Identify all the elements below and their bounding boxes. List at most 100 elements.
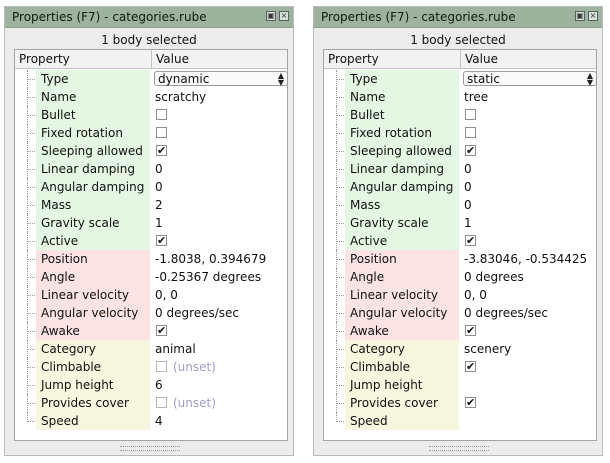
property-value[interactable]: 2 xyxy=(151,196,287,214)
property-row-linear-damping[interactable]: Linear damping 0 xyxy=(324,160,596,178)
property-row-linear-damping[interactable]: Linear damping 0 xyxy=(15,160,287,178)
property-value[interactable]: 0 xyxy=(151,178,287,196)
property-row-fixed-rotation[interactable]: Fixed rotation xyxy=(324,124,596,142)
property-row-bullet[interactable]: Bullet xyxy=(15,106,287,124)
property-row-angular-damping[interactable]: Angular damping 0 xyxy=(324,178,596,196)
property-row-provides-cover[interactable]: Provides cover (unset) xyxy=(15,394,287,412)
active-checkbox[interactable]: ✔ xyxy=(465,235,476,246)
bullet-checkbox[interactable] xyxy=(465,109,476,120)
column-divider[interactable] xyxy=(151,50,152,68)
property-value[interactable]: scenery xyxy=(460,340,596,358)
sleeping-allowed-checkbox[interactable]: ✔ xyxy=(465,145,476,156)
climbable-checkbox[interactable] xyxy=(156,361,167,372)
column-header-property[interactable]: Property xyxy=(19,52,70,66)
panel-titlebar[interactable]: Properties (F7) - categories.rube ▣ × xyxy=(5,7,293,28)
property-row-type[interactable]: Type static ▲ ▼ xyxy=(324,70,597,88)
property-value[interactable]: 0, 0 xyxy=(151,286,287,304)
type-select[interactable]: dynamic ▲ ▼ xyxy=(154,71,288,87)
property-value[interactable] xyxy=(460,412,596,430)
property-row-gravity-scale[interactable]: Gravity scale 1 xyxy=(15,214,287,232)
property-value[interactable]: tree xyxy=(460,88,596,106)
property-value[interactable]: -1.8038, 0.394679 xyxy=(151,250,287,268)
property-value[interactable]: (unset) xyxy=(151,358,287,376)
property-value[interactable]: ✔ xyxy=(460,358,596,376)
property-value[interactable]: 6 xyxy=(151,376,287,394)
close-panel-icon[interactable]: × xyxy=(279,11,289,21)
active-checkbox[interactable]: ✔ xyxy=(156,235,167,246)
property-row-position[interactable]: Position -1.8038, 0.394679 xyxy=(15,250,287,268)
property-row-bullet[interactable]: Bullet xyxy=(324,106,596,124)
property-row-angular-velocity[interactable]: Angular velocity 0 degrees/sec xyxy=(15,304,287,322)
property-value[interactable]: 0 degrees/sec xyxy=(151,304,287,322)
property-row-active[interactable]: Active ✔ xyxy=(15,232,287,250)
close-panel-icon[interactable]: × xyxy=(588,11,598,21)
property-value[interactable]: (unset) xyxy=(151,394,287,412)
property-value[interactable] xyxy=(460,106,596,124)
property-row-angle[interactable]: Angle -0.25367 degrees xyxy=(15,268,287,286)
float-panel-icon[interactable]: ▣ xyxy=(266,11,276,21)
column-divider[interactable] xyxy=(460,50,461,68)
property-value[interactable]: 1 xyxy=(460,214,596,232)
property-row-speed[interactable]: Speed xyxy=(324,412,596,430)
property-value[interactable]: 0 xyxy=(151,160,287,178)
property-value[interactable]: dynamic ▲ ▼ xyxy=(151,70,288,88)
property-value[interactable]: ✔ xyxy=(460,142,596,160)
fixed-rotation-checkbox[interactable] xyxy=(156,127,167,138)
resize-grip[interactable] xyxy=(120,446,180,451)
property-value[interactable] xyxy=(460,376,596,394)
sleeping-allowed-checkbox[interactable]: ✔ xyxy=(156,145,167,156)
property-value[interactable]: -3.83046, -0.534425 xyxy=(460,250,596,268)
column-header-property[interactable]: Property xyxy=(328,52,379,66)
property-row-category[interactable]: Category scenery xyxy=(324,340,596,358)
bullet-checkbox[interactable] xyxy=(156,109,167,120)
column-header-value[interactable]: Value xyxy=(156,52,189,66)
float-panel-icon[interactable]: ▣ xyxy=(575,11,585,21)
property-value[interactable]: scratchy xyxy=(151,88,287,106)
property-row-awake[interactable]: Awake ✔ xyxy=(15,322,287,340)
column-header-value[interactable]: Value xyxy=(465,52,498,66)
property-value[interactable]: 1 xyxy=(151,214,287,232)
property-row-awake[interactable]: Awake ✔ xyxy=(324,322,596,340)
property-row-angular-damping[interactable]: Angular damping 0 xyxy=(15,178,287,196)
property-row-fixed-rotation[interactable]: Fixed rotation xyxy=(15,124,287,142)
property-value[interactable]: 0 xyxy=(460,160,596,178)
property-value[interactable] xyxy=(151,106,287,124)
provides-cover-checkbox[interactable] xyxy=(156,397,167,408)
property-value[interactable]: animal xyxy=(151,340,287,358)
property-row-position[interactable]: Position -3.83046, -0.534425 xyxy=(324,250,596,268)
property-row-jump-height[interactable]: Jump height xyxy=(324,376,596,394)
property-value[interactable] xyxy=(460,124,596,142)
panel-titlebar[interactable]: Properties (F7) - categories.rube ▣ × xyxy=(314,7,602,28)
fixed-rotation-checkbox[interactable] xyxy=(465,127,476,138)
property-row-sleeping-allowed[interactable]: Sleeping allowed ✔ xyxy=(324,142,596,160)
property-value[interactable]: -0.25367 degrees xyxy=(151,268,287,286)
property-row-gravity-scale[interactable]: Gravity scale 1 xyxy=(324,214,596,232)
property-row-sleeping-allowed[interactable]: Sleeping allowed ✔ xyxy=(15,142,287,160)
property-row-angle[interactable]: Angle 0 degrees xyxy=(324,268,596,286)
property-value[interactable]: 0 degrees xyxy=(460,268,596,286)
property-value[interactable] xyxy=(151,124,287,142)
property-row-type[interactable]: Type dynamic ▲ ▼ xyxy=(15,70,288,88)
awake-checkbox[interactable]: ✔ xyxy=(156,325,167,336)
property-value[interactable]: ✔ xyxy=(460,394,596,412)
property-row-jump-height[interactable]: Jump height 6 xyxy=(15,376,287,394)
property-value[interactable]: 0 xyxy=(460,178,596,196)
property-row-name[interactable]: Name tree xyxy=(324,88,596,106)
property-row-linear-velocity[interactable]: Linear velocity 0, 0 xyxy=(324,286,596,304)
property-row-provides-cover[interactable]: Provides cover ✔ xyxy=(324,394,596,412)
property-row-climbable[interactable]: Climbable ✔ xyxy=(324,358,596,376)
property-value[interactable]: static ▲ ▼ xyxy=(460,70,597,88)
climbable-checkbox[interactable]: ✔ xyxy=(465,361,476,372)
property-value[interactable]: 0 degrees/sec xyxy=(460,304,596,322)
property-row-name[interactable]: Name scratchy xyxy=(15,88,287,106)
provides-cover-checkbox[interactable]: ✔ xyxy=(465,397,476,408)
property-value[interactable]: ✔ xyxy=(460,322,596,340)
property-value[interactable]: 4 xyxy=(151,412,287,430)
property-row-category[interactable]: Category animal xyxy=(15,340,287,358)
property-value[interactable]: 0, 0 xyxy=(460,286,596,304)
property-row-angular-velocity[interactable]: Angular velocity 0 degrees/sec xyxy=(324,304,596,322)
property-row-speed[interactable]: Speed 4 xyxy=(15,412,287,430)
property-row-climbable[interactable]: Climbable (unset) xyxy=(15,358,287,376)
type-select[interactable]: static ▲ ▼ xyxy=(463,71,597,87)
property-value[interactable]: 0 xyxy=(460,196,596,214)
